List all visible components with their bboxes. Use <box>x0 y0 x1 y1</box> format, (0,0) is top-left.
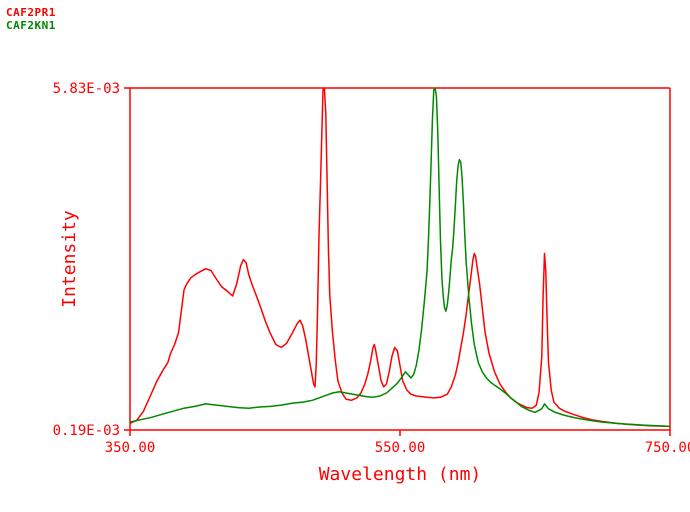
legend-series-2-label: CAF2KN1 <box>6 19 56 32</box>
svg-text:550.00: 550.00 <box>375 440 426 456</box>
svg-text:750.00: 750.00 <box>645 440 690 456</box>
y-axis-label: Intensity <box>59 210 80 308</box>
svg-text:5.83E-03: 5.83E-03 <box>53 81 120 97</box>
legend-series-1-label: CAF2PR1 <box>6 6 56 19</box>
chart-container: CAF2PR1 CAF2KN1 350.00 550.00 750.00 0.19E-… <box>0 0 690 512</box>
svg-text:0.19E-03: 0.19E-03 <box>53 423 120 439</box>
plot-series <box>130 88 670 426</box>
legend-series-1: CAF2PR1 <box>6 6 56 19</box>
spectroscopy-plot: 350.00 550.00 750.00 0.19E-03 5.83E-03 Wavel… <box>0 0 690 512</box>
legend-series-2: CAF2KN1 <box>6 19 56 32</box>
x-axis-label: Wavelength (nm) <box>319 464 482 485</box>
svg-text:350.00: 350.00 <box>105 440 156 456</box>
